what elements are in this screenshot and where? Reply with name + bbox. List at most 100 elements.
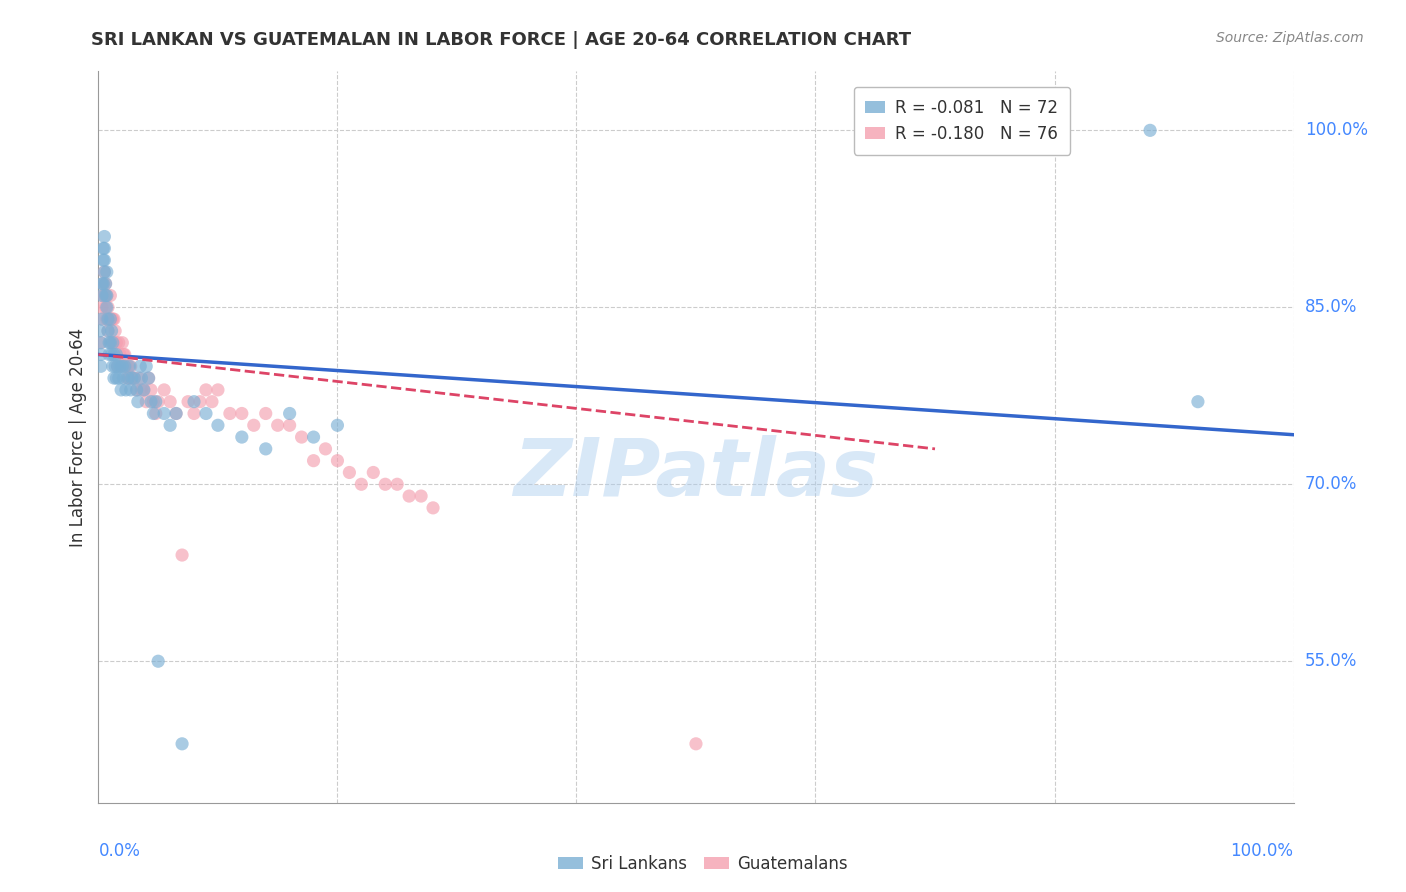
Point <box>254 407 277 421</box>
Point <box>125 383 148 397</box>
Point <box>120 383 142 397</box>
Point <box>93 229 115 244</box>
Point <box>148 654 170 668</box>
Point <box>112 371 135 385</box>
Point <box>104 324 127 338</box>
Point <box>132 383 155 397</box>
Point <box>159 418 181 433</box>
Point <box>91 277 114 291</box>
Point <box>91 277 114 291</box>
Text: 100.0%: 100.0% <box>1305 121 1368 139</box>
Point <box>114 347 136 361</box>
Point <box>243 418 266 433</box>
Point <box>135 359 157 374</box>
Point <box>131 371 153 385</box>
Point <box>315 442 337 456</box>
Point <box>183 407 205 421</box>
Point <box>363 466 385 480</box>
Point <box>94 277 117 291</box>
Point <box>188 394 211 409</box>
Point <box>254 442 277 456</box>
Point <box>93 265 115 279</box>
Point <box>98 288 122 302</box>
Point <box>117 371 139 385</box>
Point <box>138 371 160 385</box>
Text: ZIPatlas: ZIPatlas <box>513 434 879 513</box>
Point <box>219 407 242 421</box>
Point <box>90 335 112 350</box>
Point <box>94 277 117 291</box>
Point <box>103 335 125 350</box>
Point <box>139 394 162 409</box>
Point <box>107 359 129 374</box>
Point <box>129 359 152 374</box>
Point <box>124 371 146 385</box>
Point <box>94 288 117 302</box>
Point <box>138 371 160 385</box>
Point <box>91 288 114 302</box>
Point <box>96 288 118 302</box>
Point <box>339 466 361 480</box>
Point <box>165 407 187 421</box>
Point <box>302 453 325 467</box>
Point <box>93 241 115 255</box>
Point <box>98 347 121 361</box>
Text: Source: ZipAtlas.com: Source: ZipAtlas.com <box>1216 31 1364 45</box>
Point <box>118 359 141 374</box>
Text: 55.0%: 55.0% <box>1305 652 1357 670</box>
Point <box>118 371 141 385</box>
Point <box>91 312 114 326</box>
Point <box>97 301 120 315</box>
Point <box>278 407 301 421</box>
Text: 70.0%: 70.0% <box>1305 475 1357 493</box>
Point <box>172 548 194 562</box>
Point <box>96 288 118 302</box>
Point <box>97 324 120 338</box>
Point <box>148 394 170 409</box>
Point <box>90 347 112 361</box>
Point <box>111 359 134 374</box>
Point <box>142 407 165 421</box>
Text: 0.0%: 0.0% <box>98 842 141 860</box>
Point <box>398 489 420 503</box>
Point <box>112 347 135 361</box>
Point <box>267 418 290 433</box>
Point <box>98 335 122 350</box>
Point <box>93 265 115 279</box>
Point <box>278 418 301 433</box>
Point <box>131 383 153 397</box>
Point <box>107 371 129 385</box>
Point <box>98 312 121 326</box>
Text: SRI LANKAN VS GUATEMALAN IN LABOR FORCE | AGE 20-64 CORRELATION CHART: SRI LANKAN VS GUATEMALAN IN LABOR FORCE … <box>91 31 911 49</box>
Point <box>302 430 325 444</box>
Legend: Sri Lankans, Guatemalans: Sri Lankans, Guatemalans <box>551 848 855 880</box>
Point <box>685 737 707 751</box>
Point <box>97 324 120 338</box>
Point <box>103 347 125 361</box>
Point <box>98 312 122 326</box>
Point <box>385 477 409 491</box>
Point <box>90 359 112 374</box>
Point <box>91 253 114 268</box>
Point <box>117 359 139 374</box>
Point <box>153 407 176 421</box>
Point <box>128 371 150 385</box>
Point <box>114 359 136 374</box>
Y-axis label: In Labor Force | Age 20-64: In Labor Force | Age 20-64 <box>69 327 87 547</box>
Point <box>103 312 125 326</box>
Point <box>110 359 132 374</box>
Point <box>105 347 128 361</box>
Point <box>121 371 143 385</box>
Point <box>98 335 121 350</box>
Point <box>94 301 117 315</box>
Point <box>101 359 124 374</box>
Point <box>91 288 114 302</box>
Point <box>172 737 194 751</box>
Point <box>100 324 122 338</box>
Point <box>153 383 176 397</box>
Point <box>91 312 114 326</box>
Point <box>124 371 146 385</box>
Point <box>96 265 118 279</box>
Text: 85.0%: 85.0% <box>1305 298 1357 317</box>
Point <box>100 347 122 361</box>
